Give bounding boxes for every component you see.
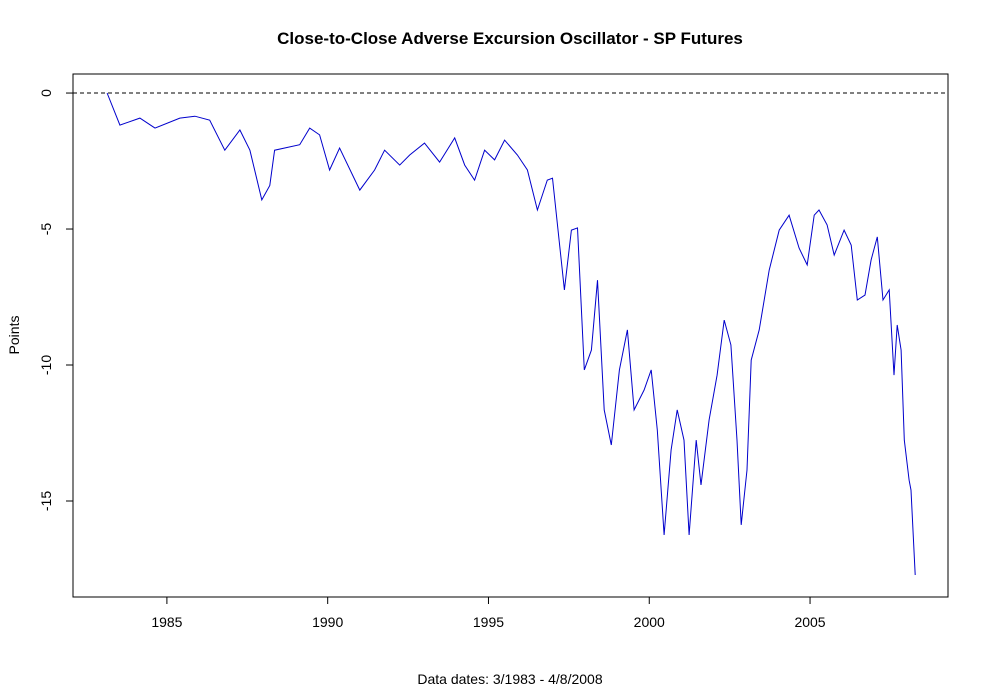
plot-frame [72,73,949,598]
x-tick-label: 2000 [634,614,665,630]
chart-title: Close-to-Close Adverse Excursion Oscilla… [277,29,743,48]
y-tick-label: -5 [38,223,54,236]
x-tick-label: 1985 [151,614,182,630]
x-tick-label: 1995 [473,614,504,630]
y-axis-label: Points [6,316,22,355]
x-axis-label: Data dates: 3/1983 - 4/8/2008 [417,671,602,687]
x-tick-label: 1990 [312,614,343,630]
series-line [106,92,916,576]
x-tick-label: 2005 [794,614,825,630]
y-tick-label: -10 [38,355,54,375]
y-tick-label: -15 [38,491,54,511]
y-tick-label: 0 [38,89,54,97]
